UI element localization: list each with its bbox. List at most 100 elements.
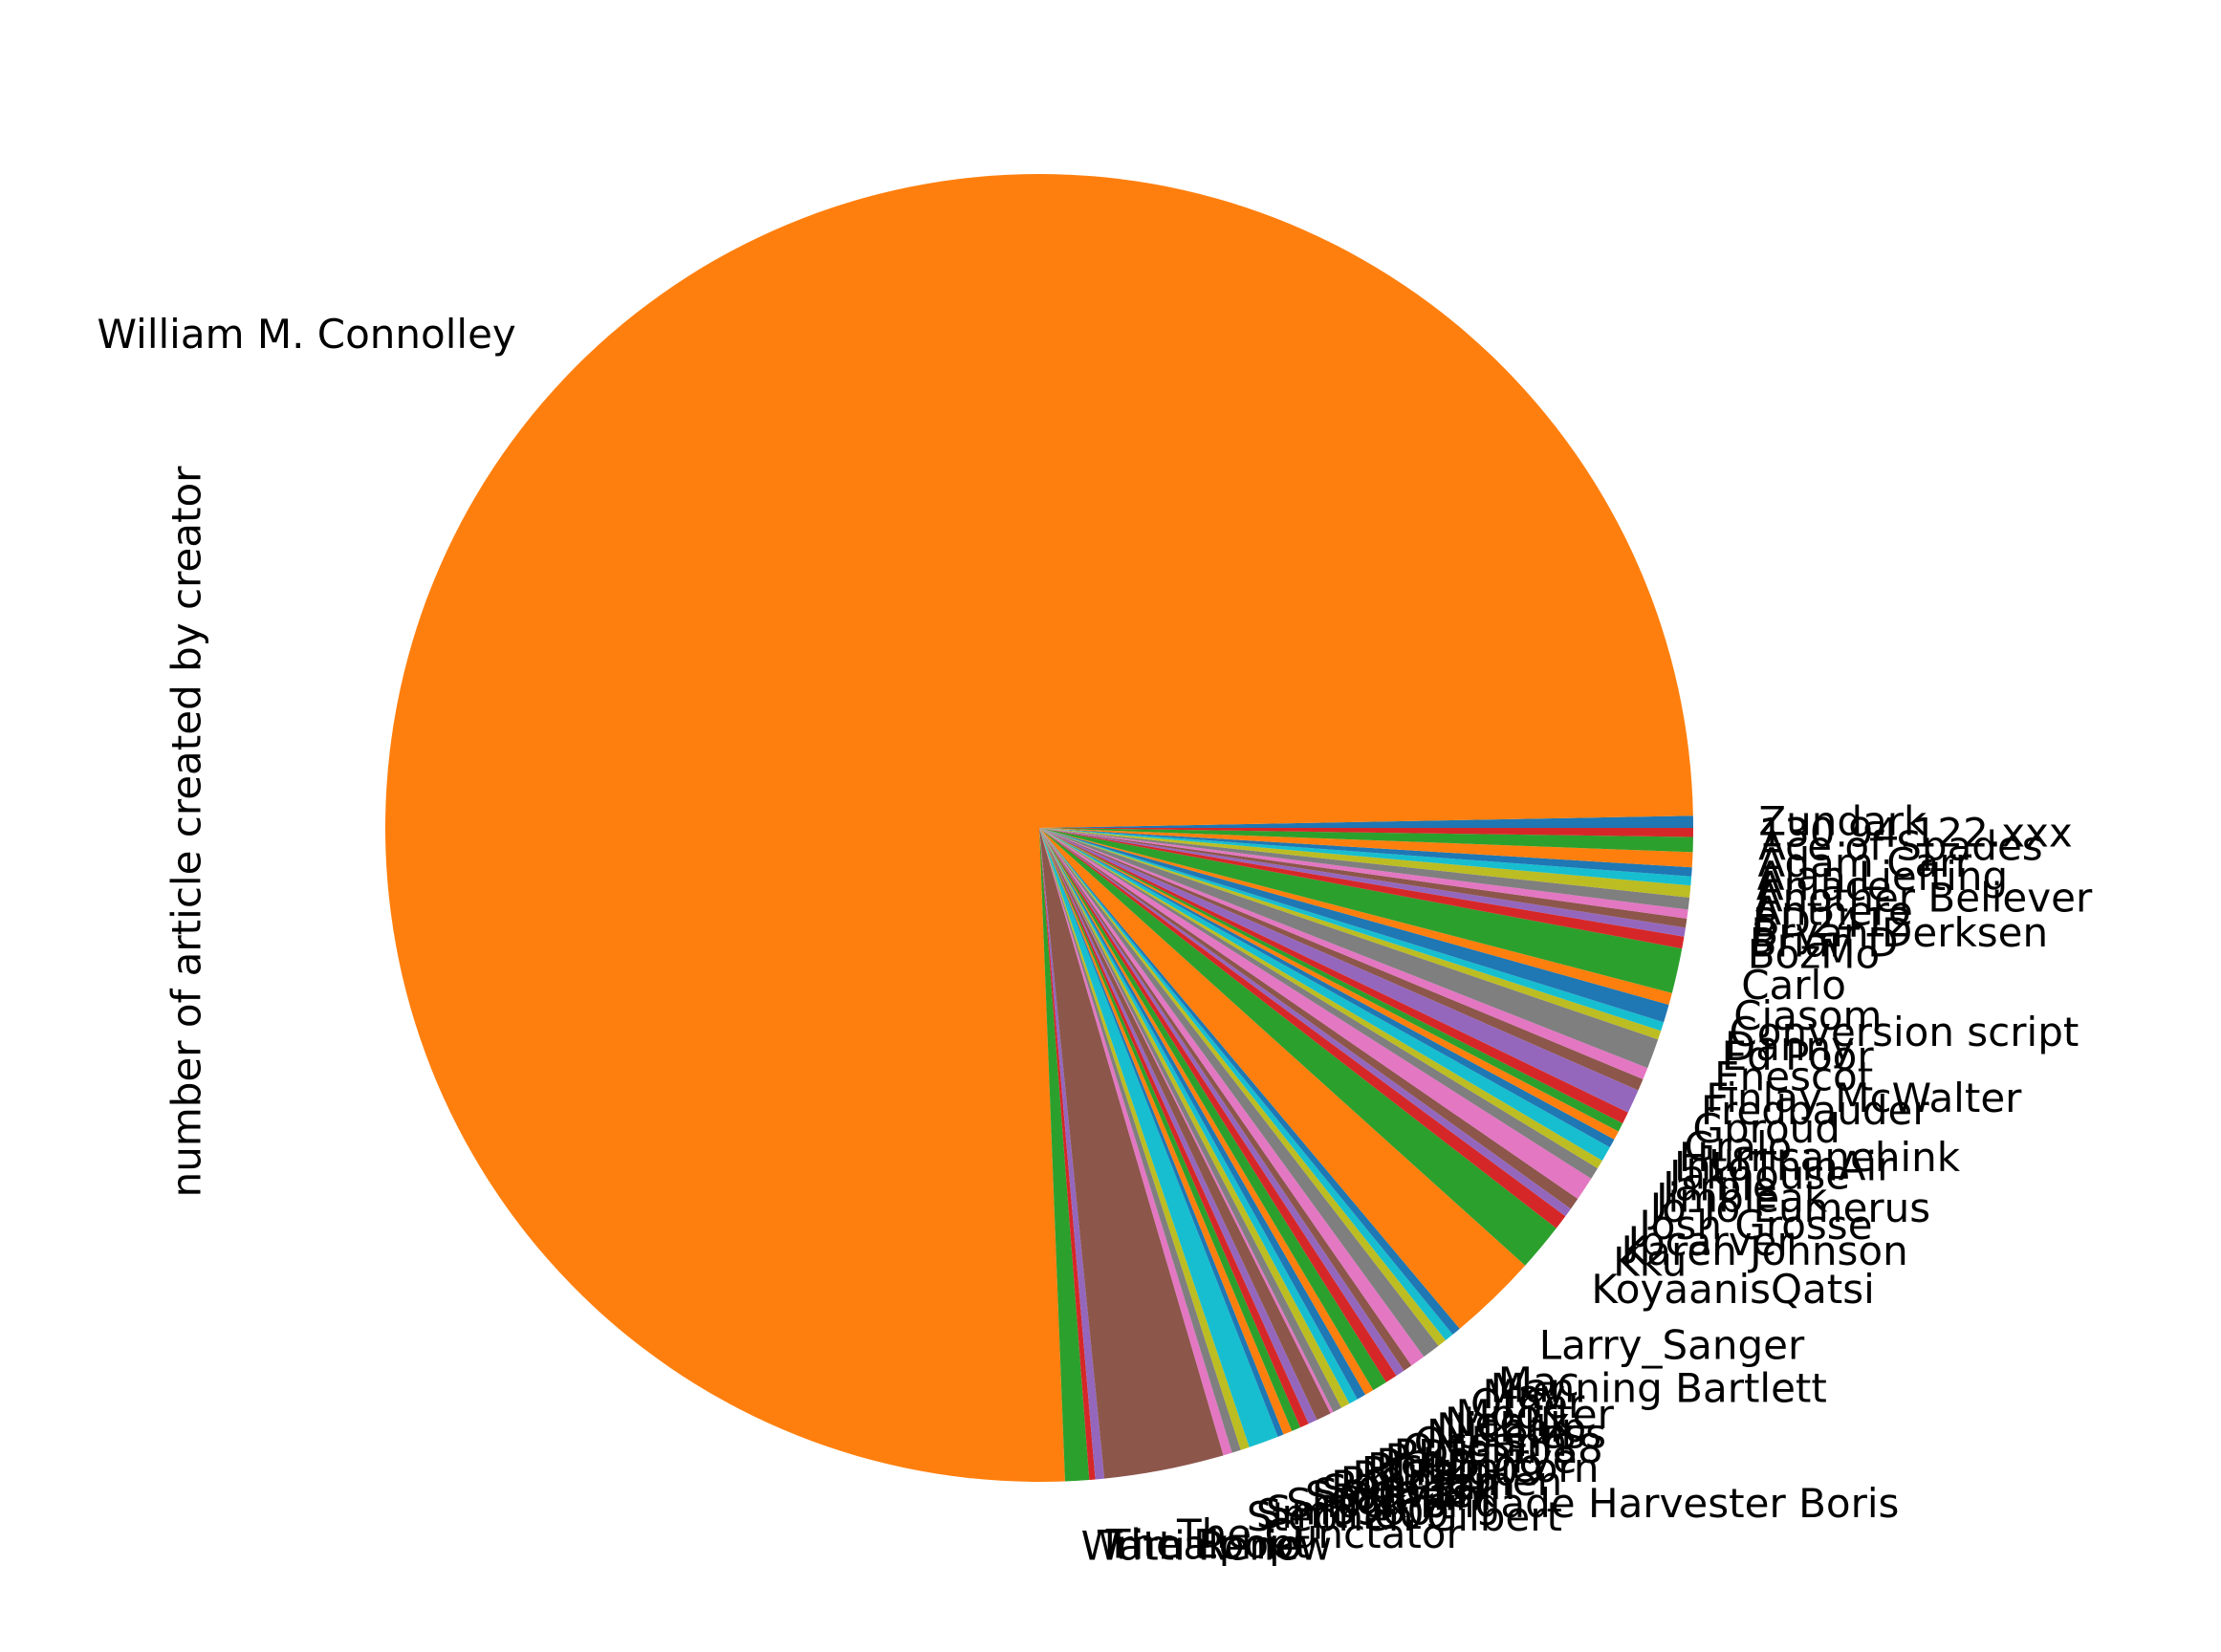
slice-label: Smith609	[1256, 1490, 1450, 1537]
slice-label: Sm8900	[1266, 1488, 1432, 1534]
slice-label: 130.94.122.xxx	[1758, 810, 2072, 857]
pie-slice	[1039, 828, 1639, 1113]
slice-label: Scott Ilini	[1305, 1473, 1492, 1520]
pie-slice	[1039, 828, 1669, 1023]
slice-label: Manning Bartlett	[1491, 1365, 1827, 1412]
pie-slice	[1039, 828, 1350, 1408]
slice-label: RonCram	[1331, 1462, 1515, 1509]
pie-slice	[1039, 828, 1096, 1480]
pie-slice	[1039, 828, 1685, 949]
pie-slice	[1039, 828, 1317, 1424]
slice-label: PDH	[1394, 1430, 1479, 1477]
slice-label: Anlace	[1756, 863, 1892, 910]
slice-label: Bryan Derksen	[1751, 909, 2048, 956]
pie-slice	[1039, 828, 1688, 928]
slice-label: Anthere	[1753, 888, 1912, 935]
slice-label: Hurricanehink	[1679, 1134, 1961, 1181]
pie-slice	[1039, 828, 1301, 1431]
pie-slice	[1039, 828, 1692, 886]
slice-label: Mac	[1498, 1359, 1579, 1405]
slice-label: Stephen Gilbert	[1247, 1493, 1562, 1540]
pie-slice	[1039, 828, 1250, 1450]
slice-label: Conversion script	[1729, 1009, 2079, 1055]
slice-label: BozMo	[1748, 930, 1881, 977]
slice-label: Brian D	[1750, 919, 1899, 966]
pie-slice	[1039, 828, 1672, 1005]
pie-slice	[1039, 828, 1425, 1366]
slice-label: Ed Poor	[1722, 1032, 1875, 1079]
pie-slice	[1039, 828, 1690, 910]
slice-label: Rd232	[1352, 1452, 1482, 1499]
pie-slice	[1039, 828, 1526, 1329]
pie-slice	[1039, 828, 1374, 1395]
pie-slice	[1039, 828, 1686, 937]
slice-label: Sadads	[1322, 1466, 1469, 1512]
pie-slice	[1039, 828, 1439, 1358]
pie-slice	[1039, 828, 1334, 1414]
slice-label: Rmhermen	[1340, 1458, 1562, 1505]
pie-slice	[1039, 828, 1688, 919]
pie-slice	[1039, 828, 1278, 1447]
pie-slice	[1039, 828, 1619, 1140]
slice-label: Oceanh	[1414, 1419, 1568, 1466]
slice-label: Fredbauder	[1701, 1087, 1929, 1134]
slice-label: Nichalp	[1436, 1404, 1586, 1451]
pie-slice	[1039, 828, 1241, 1453]
slice-label: Trimalchio	[1097, 1521, 1302, 1568]
slice-label: Other	[1470, 1380, 1585, 1427]
pie-slice	[1039, 828, 1628, 1123]
slice-label: Another Believer	[1755, 875, 2093, 922]
pie-slice	[1039, 828, 1598, 1179]
pie-slice	[1039, 828, 1331, 1421]
slice-label: Gralo	[1684, 1123, 1792, 1170]
slice-label: Jarble	[1660, 1163, 1777, 1210]
slice-label: Nukeless	[1426, 1411, 1606, 1458]
pie-slice	[1039, 828, 1693, 837]
pie-slice	[1039, 828, 1293, 1435]
slice-label: Pinkunicorn	[1367, 1445, 1600, 1491]
pie-slice	[1039, 828, 1691, 898]
pie-slice	[1039, 828, 1683, 993]
pie-slice	[1039, 828, 1090, 1482]
slice-label: Paul Drye	[1384, 1435, 1577, 1482]
pie-slice	[1039, 828, 1232, 1456]
pie-slice	[1039, 828, 1447, 1346]
pie-slice	[1039, 828, 1453, 1340]
pie-slice	[1039, 828, 1309, 1428]
slice-label: Karen Johnson	[1622, 1228, 1908, 1274]
slice-label: The Cunctator	[1176, 1511, 1463, 1557]
slice-label: Enescot	[1714, 1053, 1873, 1099]
pie-slice	[1039, 828, 1342, 1412]
pie-slice	[1039, 828, 1358, 1404]
slice-label: Neelix	[1445, 1399, 1570, 1446]
pie-slice	[1039, 828, 1659, 1069]
slice-label: Adam Carr	[1758, 839, 1972, 886]
pie-slice	[1039, 828, 1693, 853]
pie-slice	[1039, 828, 1105, 1480]
pie-slice	[1039, 828, 1623, 1132]
slice-label: Danny	[1725, 1023, 1855, 1070]
pie-slice	[1039, 828, 1386, 1391]
slice-label: Jo-Jo Eumerus	[1647, 1185, 1930, 1231]
slice-label: Josh Grosse	[1636, 1202, 1872, 1249]
pie-slice	[1039, 828, 1404, 1376]
slice-label: Gproud	[1692, 1105, 1840, 1152]
pie-slice	[1039, 828, 1366, 1400]
slice-label: Carlo	[1741, 962, 1846, 1009]
slice-label: Watti Renew	[1081, 1523, 1332, 1570]
slice-label: Ace of Spades	[1758, 823, 2043, 870]
pie-slice	[1039, 828, 1397, 1382]
slice-label: IntoThinAir	[1674, 1142, 1894, 1189]
slice-label: KoyaanisQatsi	[1591, 1266, 1874, 1313]
slice-label: Jaknouse	[1666, 1152, 1850, 1199]
slice-label: Jimbleak	[1653, 1175, 1828, 1222]
slice-label: BD2412	[1753, 900, 1913, 946]
slice-label: Larry_Sanger	[1539, 1322, 1805, 1369]
pie-slice	[1039, 828, 1224, 1479]
pie-slice	[1039, 828, 1557, 1266]
pie-slice	[1039, 815, 1693, 828]
pie-slice	[1039, 828, 1412, 1371]
pie-slice	[384, 174, 1693, 1483]
